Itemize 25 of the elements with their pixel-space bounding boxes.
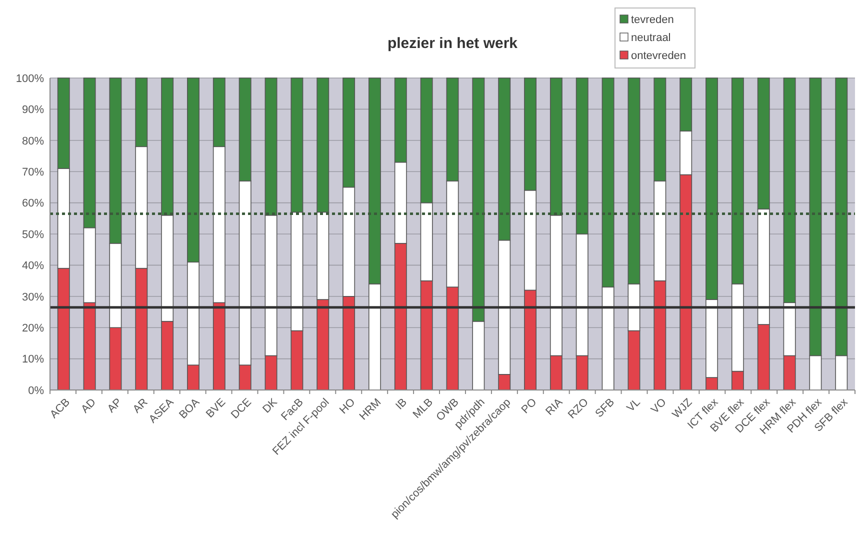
y-tick-label: 30%: [22, 291, 44, 304]
y-tick-label: 0%: [28, 384, 44, 397]
y-tick-label: 70%: [22, 166, 44, 178]
legend-label: ontevreden: [631, 50, 686, 62]
y-tick-label: 80%: [22, 135, 44, 148]
x-tick-label: AP: [105, 396, 124, 416]
y-tick-label: 40%: [22, 260, 44, 272]
x-tick-label: SFB: [593, 396, 617, 420]
chart-title: plezier in het werk: [387, 35, 518, 52]
y-tick-label: 20%: [22, 322, 44, 334]
x-tick-label: AD: [79, 396, 98, 416]
legend-label: tevreden: [631, 14, 674, 26]
y-tick-label: 100%: [16, 72, 44, 85]
x-tick-label: VL: [624, 396, 643, 414]
x-tick-label: RIA: [544, 396, 566, 418]
y-tick-label: 10%: [22, 354, 44, 366]
x-tick-label: HO: [337, 396, 358, 417]
x-tick-label: PO: [519, 396, 540, 416]
x-tick-label: DK: [260, 396, 280, 416]
legend-label: neutraal: [631, 32, 671, 44]
y-tick-label: 50%: [22, 228, 44, 241]
y-tick-label: 90%: [22, 104, 44, 116]
y-tick-label: 60%: [22, 198, 44, 210]
x-tick-label: AR: [130, 396, 150, 416]
x-tick-label: VO: [649, 396, 670, 416]
